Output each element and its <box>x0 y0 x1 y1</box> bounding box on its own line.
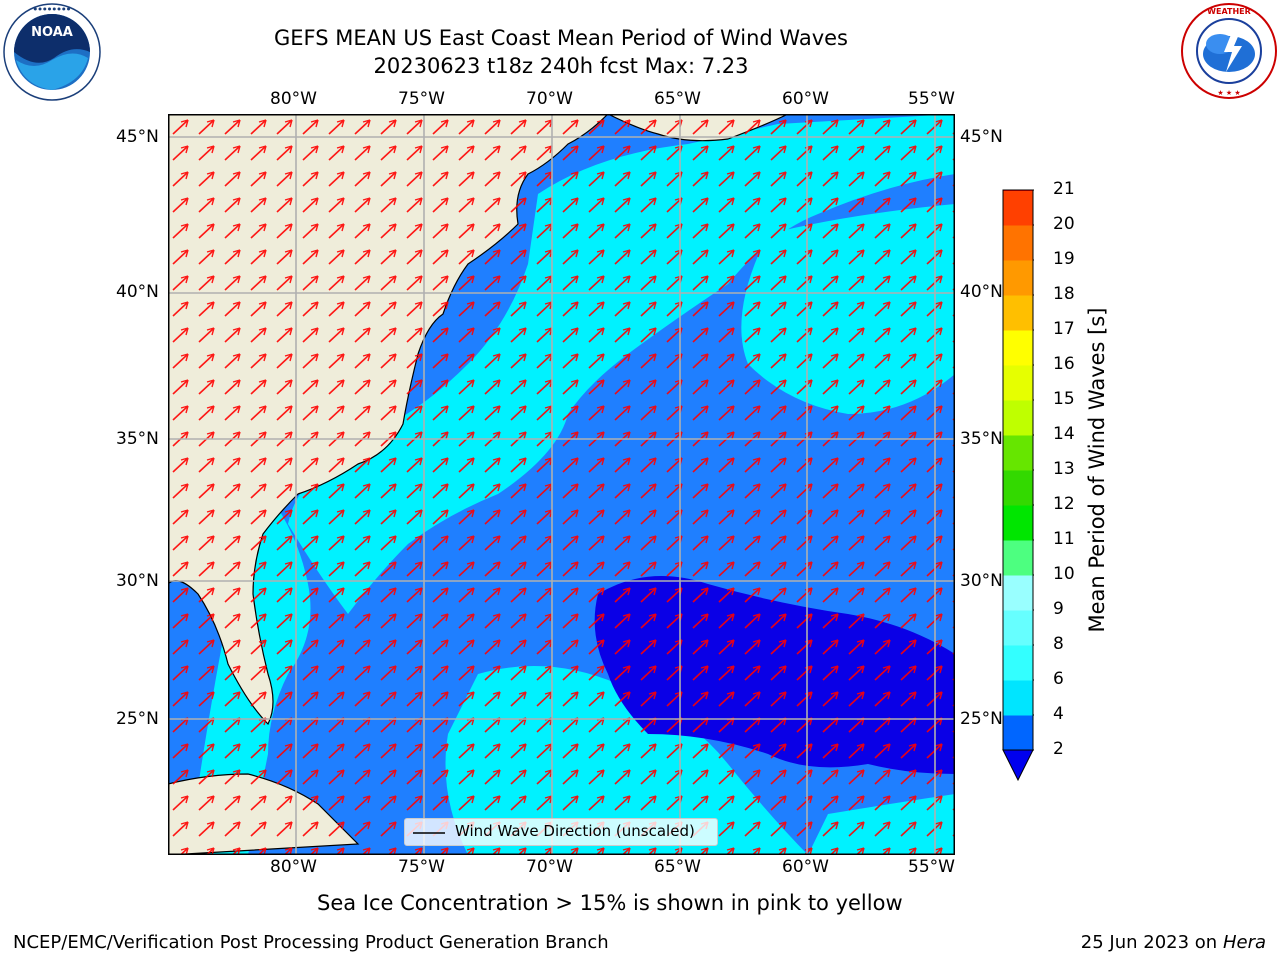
colorbar-tick-label: 6 <box>1053 669 1064 689</box>
lon-label-bottom: 60°W <box>782 857 829 877</box>
colorbar-band <box>1003 610 1033 646</box>
wave-direction-arrows <box>168 114 955 855</box>
colorbar-tick-label: 11 <box>1053 529 1075 549</box>
nws-logo: WEATHER ★ ★ ★ <box>1180 2 1278 100</box>
map-subtitle: 20230623 t18z 240h fcst Max: 7.23 <box>373 54 749 78</box>
colorbar-band <box>1003 330 1033 366</box>
lon-label-top: 75°W <box>398 89 445 109</box>
colorbar-extend-arrow <box>1002 749 1034 782</box>
colorbar-band <box>1003 295 1033 331</box>
noaa-logo: NOAA ● ● ● ● ● ● ● ● <box>2 2 102 102</box>
colorbar-band <box>1003 680 1033 716</box>
colorbar-tick-label: 4 <box>1053 704 1064 724</box>
colorbar-band <box>1003 645 1033 681</box>
lon-label-top: 80°W <box>270 89 317 109</box>
colorbar-band <box>1003 400 1033 436</box>
lon-label-bottom: 55°W <box>908 857 955 877</box>
producer-credit: NCEP/EMC/Verification Post Processing Pr… <box>13 932 609 953</box>
lat-label-right: 25°N <box>960 709 1003 729</box>
colorbar-band <box>1003 505 1033 541</box>
colorbar-band <box>1003 365 1033 401</box>
colorbar-band <box>1003 540 1033 576</box>
generation-date: 25 Jun 2023 on Hera <box>1081 932 1266 953</box>
svg-text:★ ★ ★: ★ ★ ★ <box>1217 89 1240 97</box>
lon-label-bottom: 80°W <box>270 857 317 877</box>
lon-label-top: 70°W <box>526 89 573 109</box>
lat-label-left: 45°N <box>116 127 159 147</box>
lat-label-right: 30°N <box>960 571 1003 591</box>
colorbar-tick-label: 2 <box>1053 739 1064 759</box>
colorbar <box>1002 188 1034 782</box>
colorbar-tick-label: 19 <box>1053 249 1075 269</box>
colorbar-tick-label: 13 <box>1053 459 1075 479</box>
lat-label-right: 45°N <box>960 127 1003 147</box>
lon-label-top: 55°W <box>908 89 955 109</box>
svg-text:● ● ● ● ● ● ● ●: ● ● ● ● ● ● ● ● <box>34 6 71 11</box>
lat-label-left: 25°N <box>116 709 159 729</box>
colorbar-tick-label: 21 <box>1053 179 1075 199</box>
machine-name: Hera <box>1222 932 1266 953</box>
colorbar-label: Mean Period of Wind Waves [s] <box>1085 307 1109 633</box>
lon-label-bottom: 75°W <box>398 857 445 877</box>
colorbar-tick-label: 9 <box>1053 599 1064 619</box>
colorbar-tick-label: 18 <box>1053 284 1075 304</box>
svg-text:NOAA: NOAA <box>31 25 73 40</box>
map-legend: Wind Wave Direction (unscaled) <box>404 818 718 846</box>
lon-label-bottom: 70°W <box>526 857 573 877</box>
colorbar-band <box>1003 435 1033 471</box>
lat-label-left: 30°N <box>116 571 159 591</box>
colorbar-band <box>1003 190 1033 226</box>
colorbar-band <box>1003 225 1033 261</box>
colorbar-band <box>1003 715 1033 751</box>
colorbar-tick-label: 15 <box>1053 389 1075 409</box>
colorbar-band <box>1003 575 1033 611</box>
colorbar-tick-label: 14 <box>1053 424 1075 444</box>
lat-label-right: 35°N <box>960 429 1003 449</box>
lon-label-bottom: 65°W <box>654 857 701 877</box>
map-title: GEFS MEAN US East Coast Mean Period of W… <box>274 26 848 50</box>
colorbar-tick-label: 16 <box>1053 354 1075 374</box>
colorbar-tick-label: 10 <box>1053 564 1075 584</box>
lon-label-top: 60°W <box>782 89 829 109</box>
colorbar-tick-label: 20 <box>1053 214 1075 234</box>
lon-label-top: 65°W <box>654 89 701 109</box>
map-gridlines <box>168 114 955 855</box>
colorbar-band <box>1003 470 1033 506</box>
colorbar-band <box>1003 260 1033 296</box>
legend-label: Wind Wave Direction (unscaled) <box>455 822 695 840</box>
lat-label-left: 40°N <box>116 282 159 302</box>
map-frame <box>168 114 955 855</box>
lat-label-left: 35°N <box>116 429 159 449</box>
date-text: 25 Jun 2023 on <box>1080 932 1218 953</box>
sea-ice-note: Sea Ice Concentration > 15% is shown in … <box>317 891 903 915</box>
colorbar-tick-label: 12 <box>1053 494 1075 514</box>
svg-text:WEATHER: WEATHER <box>1207 7 1251 16</box>
lat-label-right: 40°N <box>960 282 1003 302</box>
wave-period-map: Wind Wave Direction (unscaled) <box>167 113 955 856</box>
colorbar-tick-label: 17 <box>1053 319 1075 339</box>
colorbar-tick-label: 8 <box>1053 634 1064 654</box>
